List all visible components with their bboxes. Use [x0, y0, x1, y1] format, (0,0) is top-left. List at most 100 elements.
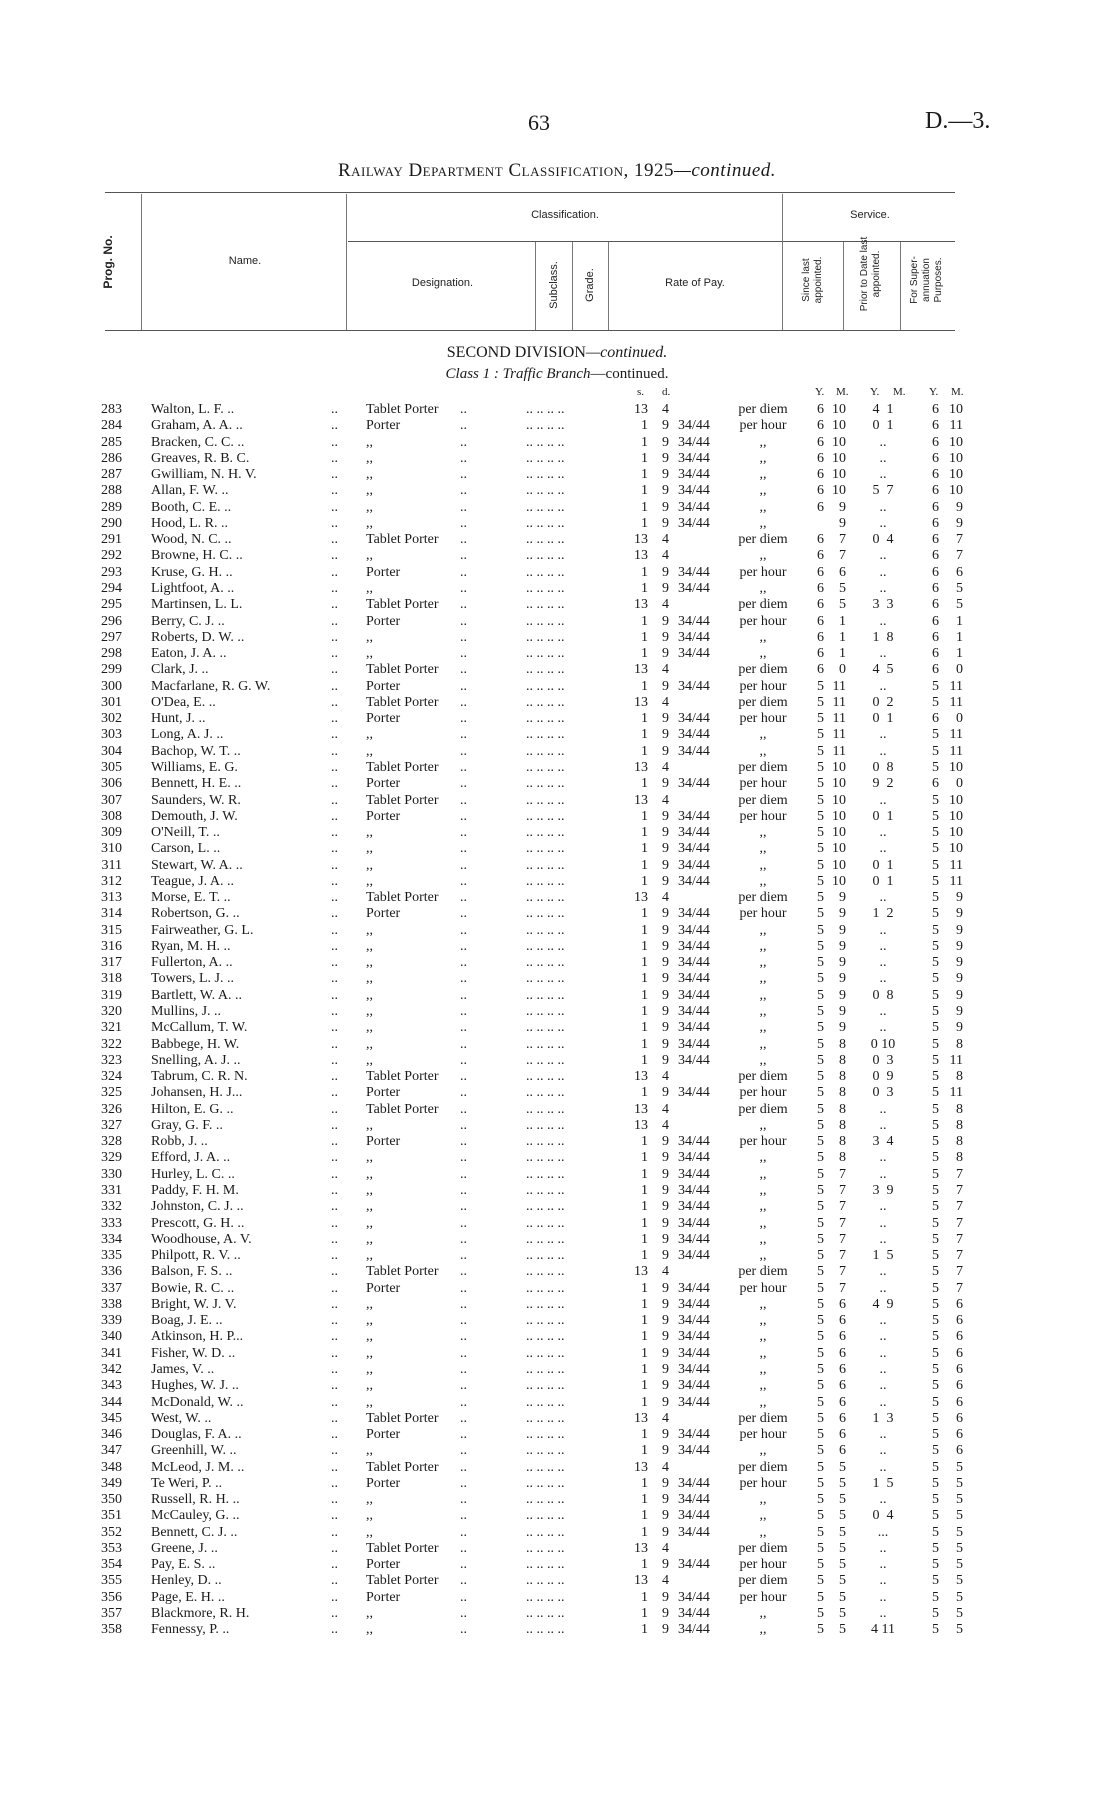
- name-dots: ..: [331, 1183, 338, 1198]
- super-months: 9: [956, 1004, 963, 1019]
- prog-no: 314: [101, 906, 122, 922]
- prog-no: 307: [101, 792, 122, 808]
- prior-service: ..: [879, 1264, 887, 1280]
- super-years: 6: [932, 450, 939, 466]
- table-row: 356 Page, E. H. .... Porter.. .. .. .. .. 1 9…: [0, 1590, 1114, 1606]
- pay-shillings: 1: [641, 1052, 648, 1068]
- class-label: Class 1 : Traffic Branch: [445, 366, 591, 382]
- grade-dots: .. .. .. ..: [526, 1606, 565, 1621]
- prog-no: 284: [101, 418, 122, 434]
- super-months: 9: [956, 971, 963, 987]
- pay-fraction: 34/44: [678, 629, 710, 645]
- pay-fraction: 34/44: [678, 1052, 710, 1068]
- designation: Porter: [366, 1589, 401, 1605]
- pay-unit: ,,: [759, 1117, 767, 1133]
- pay-shillings: 1: [641, 1361, 648, 1377]
- since-months: 1: [839, 646, 846, 661]
- grade-dots: .. .. .. ..: [526, 1313, 565, 1329]
- name-dots: ..: [331, 1622, 338, 1638]
- super-years: 5: [932, 938, 939, 954]
- designation-dots: ..: [460, 434, 467, 450]
- prog-no: 328: [101, 1134, 122, 1150]
- super-years: 5: [932, 922, 939, 938]
- table-row: 329 Efford, J. A. ....,,.. .. .. .. .. 1 9 34…: [0, 1150, 1114, 1166]
- designation: Porter: [366, 678, 401, 694]
- super-years: 5: [932, 1524, 939, 1540]
- since-months: 9: [839, 922, 846, 938]
- pay-pence: 9: [662, 434, 669, 450]
- super-years: 6: [932, 483, 939, 499]
- since-months: 9: [839, 890, 846, 906]
- table-row: 283 Walton, L. F. .... Tablet Porter.. .. .…: [0, 402, 1114, 418]
- super-years: 5: [932, 1117, 939, 1133]
- super-years: 6: [932, 532, 939, 548]
- header-grade: Grade.: [584, 268, 596, 302]
- table-row: 311 Stewart, W. A. ....,,.. .. .. .. .. 1 9 3…: [0, 858, 1114, 874]
- since-years: 5: [817, 1248, 824, 1263]
- since-years: 5: [817, 857, 824, 873]
- designation: ,,: [366, 1345, 373, 1361]
- super-months: 8: [956, 1069, 963, 1085]
- pay-pence: 9: [662, 1280, 669, 1296]
- name: Robb, J. ..: [151, 1134, 208, 1150]
- prior-service: ..: [879, 1101, 887, 1117]
- pay-pence: 9: [662, 1313, 669, 1329]
- designation: ,,: [366, 1361, 373, 1377]
- pay-fraction: 34/44: [678, 467, 710, 483]
- name-dots: ..: [331, 808, 338, 824]
- name: Greene, J. ..: [151, 1540, 218, 1556]
- super-months: 10: [949, 792, 963, 808]
- designation-dots: ..: [460, 1313, 467, 1329]
- table-row: 303 Long, A. J. ....,,.. .. .. .. .. 1 9 34/4…: [0, 727, 1114, 743]
- name: Towers, L. J. ..: [151, 971, 235, 987]
- pay-pence: 9: [662, 1150, 669, 1166]
- grade-dots: .. .. .. ..: [526, 1183, 565, 1198]
- pay-unit: per hour: [739, 613, 787, 629]
- pay-pence: 9: [662, 857, 669, 873]
- super-years: 5: [932, 1378, 939, 1394]
- pay-pence: 9: [662, 1589, 669, 1605]
- designation: ,,: [366, 922, 373, 938]
- prog-no: 343: [101, 1378, 122, 1394]
- pay-fraction: 34/44: [678, 564, 710, 580]
- prior-service: 0 3: [872, 1052, 894, 1068]
- super-months: 11: [949, 727, 963, 743]
- name: Wood, N. C. ..: [151, 532, 232, 548]
- designation: ,,: [366, 938, 373, 954]
- name: Atkinson, H. P...: [151, 1329, 244, 1345]
- designation-dots: ..: [460, 1101, 467, 1117]
- prior-service: 0 1: [872, 711, 894, 727]
- pay-unit: per diem: [738, 1410, 788, 1426]
- since-years: 5: [817, 1215, 824, 1231]
- since-months: 10: [832, 857, 846, 873]
- since-months: 0: [839, 662, 846, 678]
- name: Fullerton, A. ..: [151, 955, 233, 971]
- pay-fraction: 34/44: [678, 1329, 710, 1345]
- table-row: 350 Russell, R. H. ....,,.. .. .. .. .. 1 9 3…: [0, 1492, 1114, 1508]
- pay-pence: 4: [662, 759, 669, 775]
- since-years: 5: [817, 1150, 824, 1166]
- super-years: 6: [932, 434, 939, 450]
- pay-shillings: 1: [641, 825, 648, 840]
- designation: ,,: [366, 1199, 373, 1215]
- prior-service: 3 3: [872, 597, 894, 613]
- name-dots: ..: [331, 1020, 338, 1036]
- grade-dots: .. .. .. ..: [526, 1248, 565, 1263]
- name-dots: ..: [331, 467, 338, 483]
- name-dots: ..: [331, 727, 338, 743]
- table-row: 308 Demouth, J. W... Porter.. .. .. .. .. 1 9…: [0, 809, 1114, 825]
- super-months: 8: [956, 1134, 963, 1150]
- since-months: 9: [839, 987, 846, 1003]
- since-years: 5: [817, 1329, 824, 1345]
- pay-unit: per diem: [738, 694, 788, 710]
- pay-shillings: 1: [641, 1150, 648, 1166]
- pay-pence: 9: [662, 1215, 669, 1231]
- prior-service: 0 9: [872, 1069, 894, 1085]
- super-months: 11: [949, 694, 963, 710]
- pay-fraction: 34/44: [678, 1020, 710, 1036]
- prog-no: 355: [101, 1573, 122, 1589]
- pay-shillings: 13: [634, 1264, 648, 1280]
- grade-dots: .. .. .. ..: [526, 646, 565, 661]
- name-dots: ..: [331, 548, 338, 564]
- super-months: 7: [956, 1183, 963, 1198]
